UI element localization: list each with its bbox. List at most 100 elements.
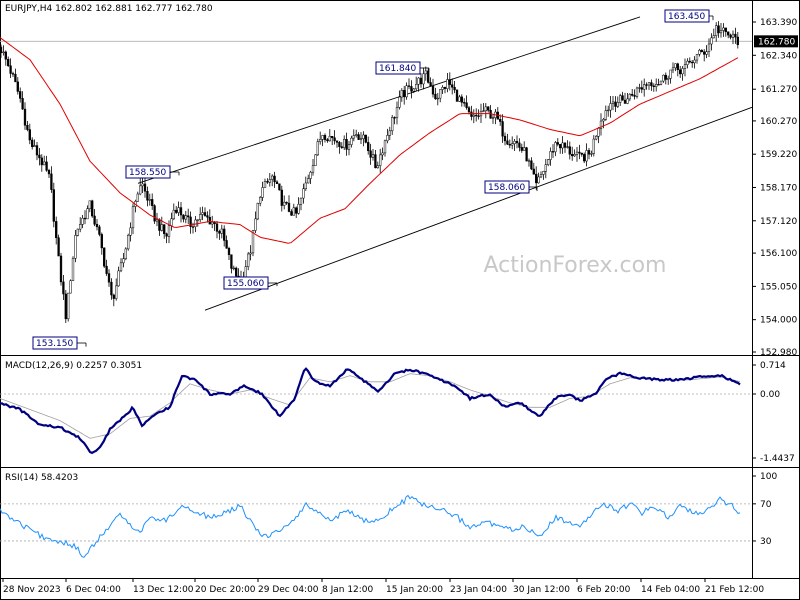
candle-body [359,138,363,140]
candle-body [9,65,12,74]
candle-body [283,201,286,206]
macd-header: MACD(12,26,9) 0.2257 0.3051 [5,361,143,371]
price-tick-label: 155.050 [760,282,797,292]
candle-body [55,221,58,238]
macd-signal-line [0,373,741,439]
price-annotation-label: 153.150 [36,339,73,349]
candle-body [643,84,646,90]
candle-body [304,182,307,189]
candle-body [722,27,725,31]
candle-body [595,136,598,140]
candle-body [57,237,60,257]
candle-body [357,134,360,140]
candle-body [299,197,303,205]
candle-body [463,102,466,104]
candle-body [26,125,29,130]
candle-body [503,135,507,142]
candle-body [367,142,370,152]
price-tick-label: 162.340 [760,51,797,61]
time-tick-label: 6 Dec 04:00 [66,585,121,595]
candle-body [175,209,178,213]
candle-body [491,117,495,119]
candle-body [261,187,264,198]
price-tick-label: 160.270 [760,117,797,127]
candle-body [501,121,504,137]
candle-body [616,102,619,107]
candle-body [235,267,238,277]
candle-body [405,85,408,98]
candle-body [427,70,430,83]
candle-body [110,281,113,296]
candle-body [580,152,583,155]
candle-body [621,95,624,101]
candle-body [477,115,480,117]
candle-body [727,31,730,36]
candle-body [499,119,502,122]
candle-body [112,294,115,299]
candle-body [470,111,473,117]
candle-body [139,185,142,195]
symbol-header: EURJPY,H4 162.802 162.881 162.777 162.78… [5,4,213,14]
candle-body [81,217,84,225]
price-annotation-label: 163.450 [668,12,705,22]
channel-lower-line [204,106,753,311]
candle-body [628,93,631,100]
candle-body [275,181,279,185]
candle-body [419,77,423,85]
candle-body [602,119,605,122]
candle-body [227,248,231,255]
candle-body [561,142,564,149]
candle-body [328,135,331,142]
candle-body [211,221,214,225]
candle-body [285,201,288,204]
candle-body [199,214,202,220]
time-tick-label: 29 Dec 04:00 [258,585,319,595]
candle-body [76,228,79,236]
candle-body [155,219,159,222]
candle-body [230,254,233,269]
candle-body [407,85,411,87]
macd-tick-label: 0.714 [760,361,786,371]
candle-body [674,63,677,69]
candle-body [705,51,708,55]
candle-body [268,179,271,183]
candle-body [460,96,463,103]
candle-body [388,130,391,136]
candle-body [215,223,219,232]
candle-body [652,85,655,87]
candle-body [105,265,108,274]
candle-body [11,73,15,75]
candle-body [220,228,223,234]
candle-body [40,157,43,166]
candle-body [172,209,175,220]
candle-body [244,266,247,278]
candle-body [667,78,670,80]
candle-body [571,153,574,157]
candle-body [669,69,672,79]
candle-body [686,60,689,65]
time-tick-label: 8 Jan 12:00 [322,585,374,595]
candle-body [103,247,106,267]
candle-body [719,30,723,34]
candle-body [297,203,300,214]
candle-body [568,146,571,155]
candle-body [146,191,149,201]
candle-body [597,128,600,137]
candle-body [254,218,257,231]
candle-body [539,174,543,178]
candle-body [451,84,454,88]
candle-body [179,207,183,216]
candle-body [184,215,187,220]
candle-body [475,114,478,117]
candle-body [530,160,533,170]
candle-body [117,270,120,287]
candle-body [107,273,111,283]
candle-body [187,215,190,218]
candle-body [33,145,36,147]
candle-body [280,189,283,206]
price-annotation-label: 158.550 [129,168,166,178]
candle-body [448,79,451,85]
price-annotation-label: 158.060 [488,183,525,193]
candle-body [482,110,485,112]
candle-body [710,37,713,45]
